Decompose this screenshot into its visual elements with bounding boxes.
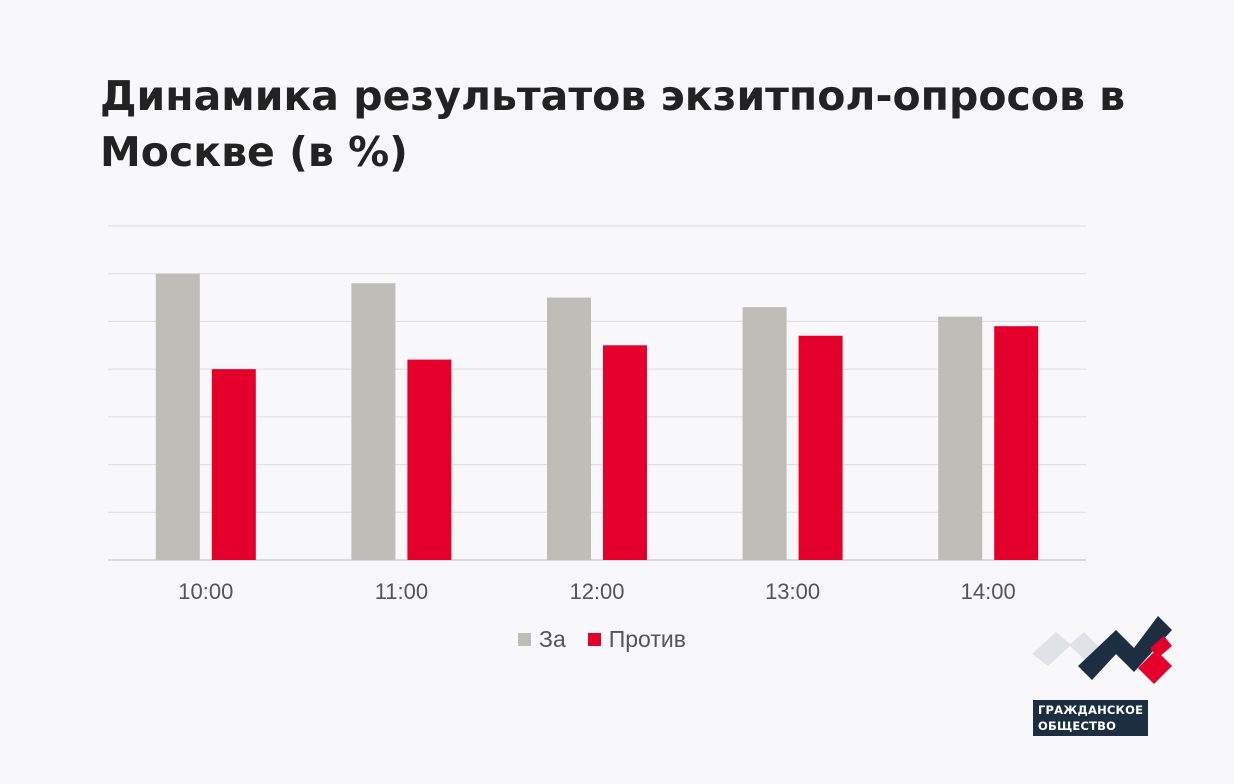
bar-protiv-2 bbox=[603, 345, 647, 560]
legend-swatch-protiv bbox=[587, 633, 601, 646]
logo-line-1: ГРАЖДАНСКОЕ bbox=[1038, 703, 1144, 717]
logo-mark-icon bbox=[1032, 616, 1172, 684]
x-tick-labels: 10:00 11:00 12:00 13:00 14:00 bbox=[178, 579, 1015, 604]
x-tick-label: 13:00 bbox=[765, 579, 820, 604]
x-tick-label: 14:00 bbox=[961, 579, 1016, 604]
bar-protiv-4 bbox=[994, 326, 1039, 560]
x-tick-label: 10:00 bbox=[178, 579, 233, 604]
bar-za-4 bbox=[938, 316, 983, 560]
x-tick-label: 12:00 bbox=[569, 579, 624, 604]
gridlines bbox=[108, 225, 1086, 561]
bar-za-3 bbox=[742, 307, 787, 560]
bar-za-1 bbox=[351, 283, 396, 560]
x-tick-label: 11:00 bbox=[375, 579, 428, 604]
bar-za-2 bbox=[547, 297, 591, 560]
logo-line-2: ОБЩЕСТВО bbox=[1038, 719, 1117, 733]
legend-item-protiv: Против bbox=[587, 626, 686, 653]
chart-title: Динамика результатов экзитпол-опросов в … bbox=[100, 72, 1126, 176]
legend-label-za: За bbox=[539, 626, 566, 652]
bar-protiv-3 bbox=[798, 335, 843, 560]
bars bbox=[155, 273, 1039, 560]
legend-swatch-za bbox=[518, 633, 532, 646]
logo-text: ГРАЖДАНСКОЕ ОБЩЕСТВО bbox=[1033, 700, 1149, 736]
legend-item-za: За bbox=[518, 626, 566, 653]
bar-za-0 bbox=[155, 273, 200, 560]
legend-label-protiv: Против bbox=[608, 626, 686, 652]
bar-protiv-0 bbox=[211, 369, 256, 560]
legend: За Против bbox=[0, 626, 1204, 653]
bar-protiv-1 bbox=[407, 359, 452, 560]
